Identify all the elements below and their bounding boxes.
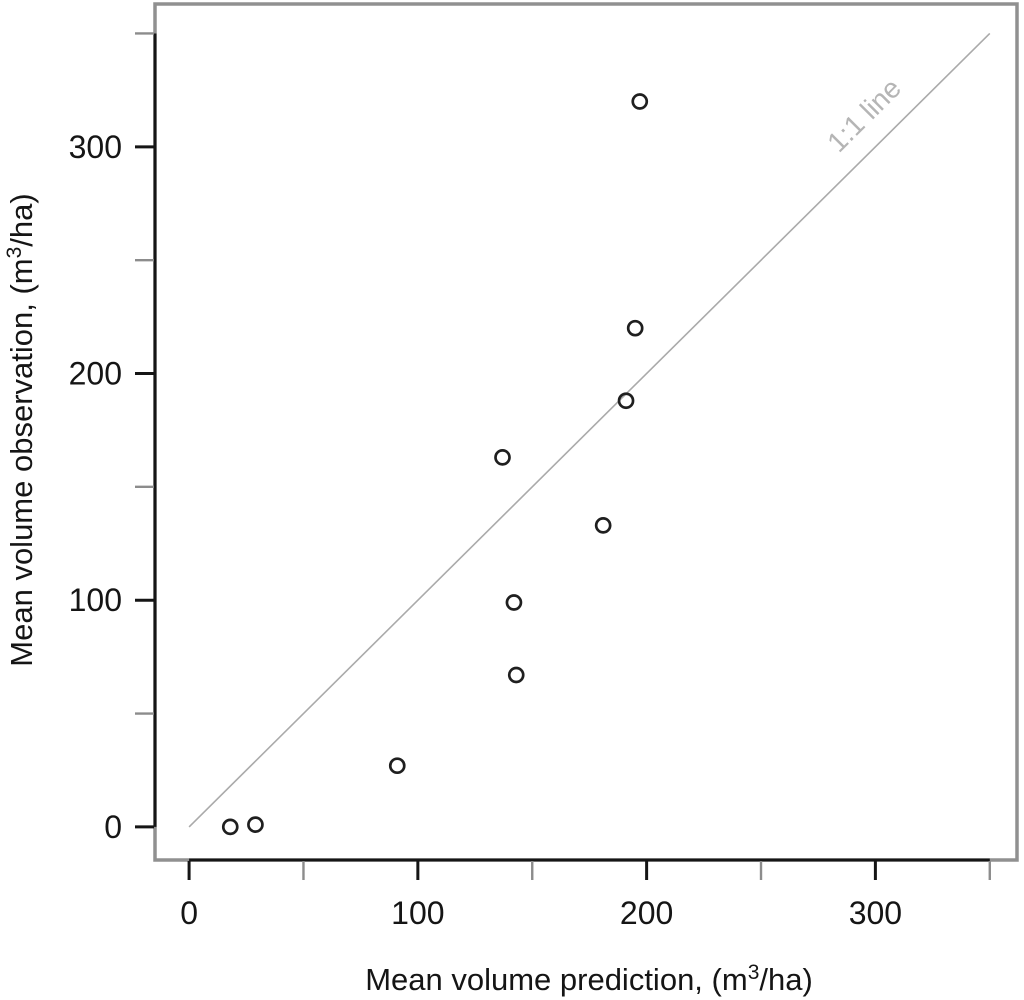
data-point <box>631 93 649 110</box>
identity-line <box>188 32 991 828</box>
x-tick-label: 100 <box>391 895 444 931</box>
x-tick-label: 300 <box>849 895 902 931</box>
x-axis-title: Mean volume prediction, (m3/ha) <box>365 961 813 997</box>
data-point <box>626 319 644 337</box>
y-tick-label: 200 <box>69 356 122 392</box>
y-tick-label: 0 <box>104 809 122 845</box>
data-point <box>505 594 523 611</box>
data-point <box>507 666 525 684</box>
x-tick-label: 200 <box>620 895 673 931</box>
data-point <box>221 818 239 836</box>
y-tick-label: 100 <box>69 582 122 618</box>
data-point <box>388 757 406 775</box>
x-tick-label: 0 <box>180 895 198 931</box>
data-point <box>247 816 264 833</box>
data-point <box>617 392 635 410</box>
y-axis-title: Mean volume observation, (m3/ha) <box>3 193 39 666</box>
data-point <box>494 449 511 466</box>
y-tick-label: 300 <box>69 129 122 165</box>
data-point <box>594 517 612 534</box>
